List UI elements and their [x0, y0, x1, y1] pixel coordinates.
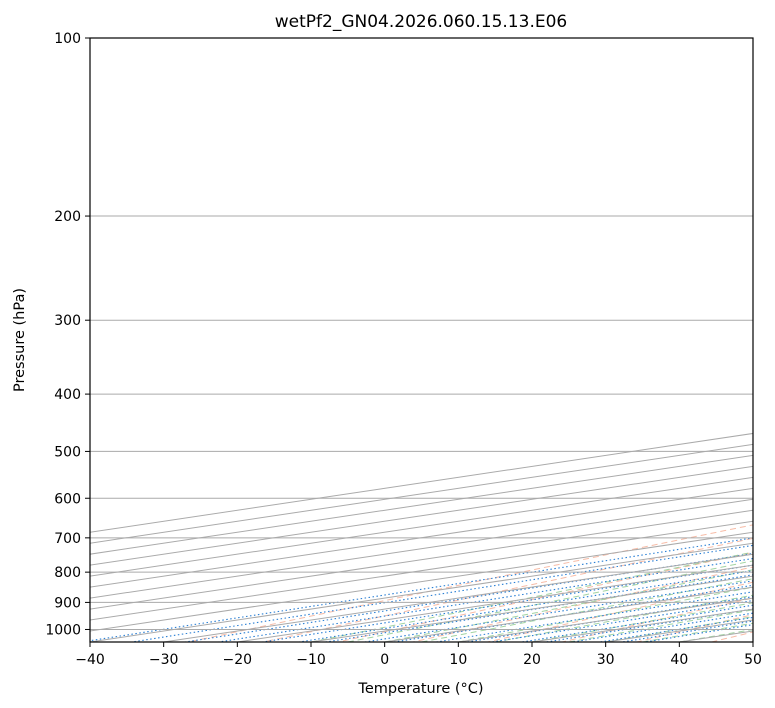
- x-tick-label: −40: [75, 652, 105, 668]
- moist-adiabat: [421, 578, 753, 642]
- y-tick-label: 600: [54, 491, 81, 507]
- dry-adiabat: [485, 581, 753, 642]
- isotherm-gridline: [90, 454, 753, 555]
- x-tick-label: 0: [380, 652, 389, 668]
- x-axis-title: Temperature (°C): [357, 681, 483, 697]
- x-tick-label: −20: [223, 652, 253, 668]
- mixing-ratio-line: [215, 557, 753, 642]
- mixing-ratio-line: [518, 604, 753, 642]
- dry-adiabat: [186, 524, 753, 642]
- y-tick-label: 500: [54, 444, 81, 460]
- x-tick-label: 20: [523, 652, 541, 668]
- mixing-ratio-line: [488, 599, 753, 642]
- x-tick-label: −30: [149, 652, 179, 668]
- y-tick-label: 200: [54, 209, 81, 225]
- moist-adiabat: [458, 586, 753, 642]
- isotherm-gridline: [90, 509, 753, 610]
- dry-adiabats: [186, 524, 753, 642]
- isotherm-gridlines: [90, 432, 753, 642]
- x-axis: −40 −30 −20 −10 0 10 20 30 40 50: [75, 642, 762, 668]
- y-tick-label: 700: [54, 531, 81, 547]
- y-tick-label: 1000: [45, 622, 81, 638]
- x-tick-label: 40: [670, 652, 688, 668]
- isotherm-gridline: [90, 465, 753, 566]
- chart-title: wetPf2_GN04.2026.060.15.13.E06: [275, 12, 567, 32]
- y-tick-label: 900: [54, 595, 81, 611]
- mixing-ratio-line: [90, 537, 753, 642]
- moist-adiabat: [495, 594, 753, 642]
- y-tick-label: 400: [54, 387, 81, 403]
- mixing-ratio-line: [569, 612, 753, 642]
- mixing-ratio-line: [542, 608, 753, 642]
- dry-adiabat: [410, 566, 753, 642]
- isotherm-gridline: [90, 531, 753, 632]
- isotherm-gridline: [90, 498, 753, 599]
- x-tick-label: −10: [296, 652, 326, 668]
- moist-adiabat: [347, 560, 753, 642]
- isotherm-gridline: [90, 487, 753, 588]
- dry-adiabat: [261, 537, 753, 642]
- y-axis-title: Pressure (hPa): [12, 288, 28, 392]
- isotherm-gridline: [90, 443, 753, 544]
- mixing-ratio-line: [182, 552, 753, 642]
- mixing-ratio-line: [295, 570, 753, 642]
- y-tick-label: 300: [54, 313, 81, 329]
- plot-frame: [89, 37, 754, 643]
- isotherm-gridline: [90, 476, 753, 577]
- plot-area: -100-90-80-70-60-50-40-30-20-10010203040…: [90, 38, 753, 642]
- y-tick-label: 800: [54, 565, 81, 581]
- x-tick-label: 30: [597, 652, 615, 668]
- isotherm-gridline: [90, 520, 753, 621]
- x-tick-label: 50: [744, 652, 762, 668]
- mixing-ratio-line: [259, 564, 753, 642]
- y-axis: 1000 900 800 700 600 500 400 300 200 100: [45, 31, 90, 638]
- x-tick-label: 10: [449, 652, 467, 668]
- mixing-ratio-lines: [90, 537, 753, 642]
- y-tick-label: 100: [54, 31, 81, 47]
